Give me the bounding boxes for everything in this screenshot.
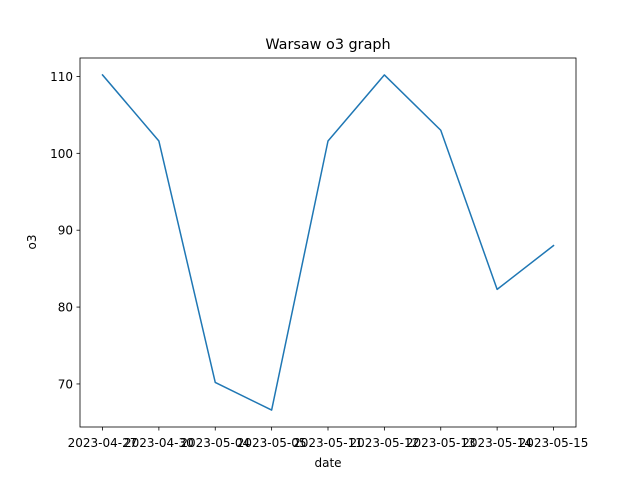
y-tick-label: 90 xyxy=(58,224,73,238)
y-tick-label: 100 xyxy=(50,147,73,161)
y-tick-label: 80 xyxy=(58,301,73,315)
y-axis-label: o3 xyxy=(25,235,39,250)
chart-title: Warsaw o3 graph xyxy=(265,37,390,53)
y-tick-label: 110 xyxy=(50,70,73,84)
y-tick-label: 70 xyxy=(58,377,73,391)
x-tick-label: 2023-05-15 xyxy=(519,436,589,450)
x-axis-label: date xyxy=(314,456,341,470)
